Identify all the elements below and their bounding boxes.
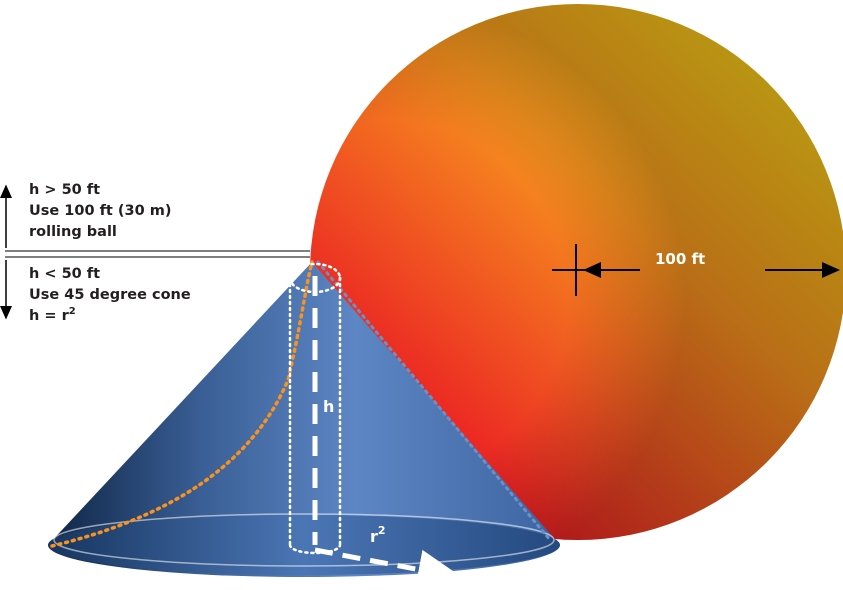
upper-label-2: Use 100 ft (30 m) [29, 203, 171, 219]
upper-label-3: rolling ball [29, 224, 117, 240]
lower-zone-labels: h < 50 ft Use 45 degree cone h = r2 [29, 266, 191, 324]
threshold-line [5, 250, 310, 258]
orange-dotted-curve [50, 260, 314, 548]
blue-dotted-line [316, 260, 552, 542]
radius-arrow [314, 547, 463, 590]
upper-zone-labels: h > 50 ft Use 100 ft (30 m) rolling ball [29, 182, 171, 240]
sphere-radius-label: 100 ft [655, 250, 705, 268]
radius-label: r2 [370, 524, 386, 546]
height-label: h [323, 397, 334, 416]
lower-label-1: h < 50 ft [29, 266, 100, 282]
lower-label-2: Use 45 degree cone [29, 287, 191, 303]
upper-label-1: h > 50 ft [29, 182, 100, 198]
sphere-radius-dimension [552, 244, 840, 296]
lower-label-3: h = r2 [29, 306, 76, 324]
